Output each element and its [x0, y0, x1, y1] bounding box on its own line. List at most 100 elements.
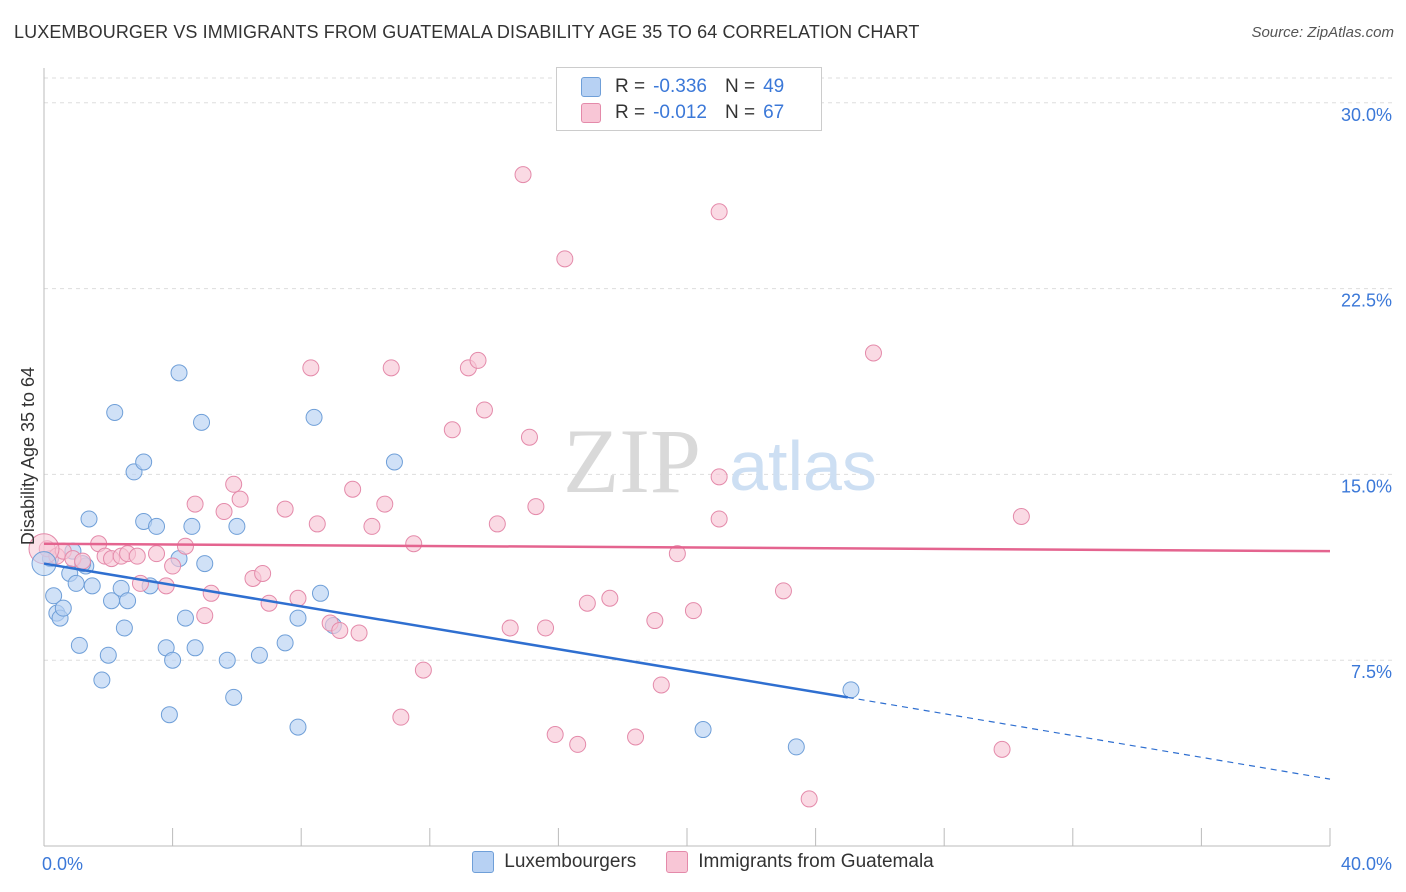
guatemala-point: [710, 510, 728, 528]
legend-swatch-pink: [666, 851, 689, 873]
guatemala-point: [176, 537, 194, 555]
luxembourger-point: [83, 577, 101, 595]
guatemala-point: [128, 547, 146, 565]
luxembourger-point: [842, 681, 860, 699]
stats-row-guatemala: R = -0.012 N = 67: [581, 100, 784, 126]
luxembourger-point: [186, 639, 204, 657]
guatemala-point: [546, 726, 564, 744]
n-label: N =: [724, 76, 756, 97]
luxembourger-point: [160, 706, 178, 724]
guatemala-point: [164, 557, 182, 575]
guatemala-point: [646, 612, 664, 630]
luxembourger-point: [70, 636, 88, 654]
luxembourger-point: [119, 592, 137, 610]
luxembourger-point: [99, 646, 117, 664]
n-value: 49: [763, 76, 785, 97]
guatemala-point: [774, 582, 792, 600]
guatemala-point: [231, 490, 249, 508]
guatemala-point: [405, 535, 423, 553]
guatemala-point: [414, 661, 432, 679]
legend-swatch-pink: [581, 103, 601, 123]
legend-item-guatemala: Immigrants from Guatemala: [666, 851, 934, 873]
luxembourger-point: [148, 517, 166, 535]
luxembourger-trend-extension: [847, 696, 1331, 780]
r-value: -0.336: [653, 76, 707, 97]
guatemala-point: [350, 624, 368, 642]
guatemala-point: [668, 545, 686, 563]
guatemala-point: [601, 589, 619, 607]
axes: 7.5% 15.0% 22.5% 30.0% 0.0% 40.0%: [42, 68, 1392, 874]
guatemala-point: [537, 619, 555, 637]
guatemala-point: [578, 594, 596, 612]
luxembourger-point: [193, 413, 211, 431]
stats-legend: R = -0.336 N = 49 R = -0.012 N = 67: [556, 67, 822, 131]
luxembourger-point: [250, 646, 268, 664]
n-label: N =: [724, 102, 756, 123]
guatemala-point: [382, 359, 400, 377]
guatemala-point: [514, 166, 532, 184]
guatemala-point: [488, 515, 506, 533]
series-legend: Luxembourgers Immigrants from Guatemala: [0, 851, 1406, 873]
luxembourger-point: [80, 510, 98, 528]
r-label: R =: [615, 76, 646, 97]
guatemala-point: [627, 728, 645, 746]
y-tick-label: 15.0%: [1341, 476, 1392, 496]
chart-title: LUXEMBOURGER VS IMMIGRANTS FROM GUATEMAL…: [14, 22, 920, 42]
guatemala-point: [993, 740, 1011, 758]
guatemala-point: [308, 515, 326, 533]
grid: [44, 77, 1392, 661]
guatemala-point: [864, 344, 882, 362]
guatemala-point: [215, 503, 233, 521]
luxembourger-point: [305, 408, 323, 426]
legend-swatch-blue: [472, 851, 495, 873]
guatemala-point: [344, 480, 362, 498]
guatemala-point: [527, 498, 545, 516]
luxembourger-point: [694, 721, 712, 739]
guatemala-point: [254, 564, 272, 582]
luxembourger-point: [115, 619, 133, 637]
y-tick-label: 7.5%: [1351, 662, 1392, 682]
guatemala-point: [443, 421, 461, 439]
luxembourger-point: [164, 651, 182, 669]
legend-label: Luxembourgers: [504, 851, 637, 872]
guatemala-point: [196, 607, 214, 625]
guatemala-point: [556, 250, 574, 268]
luxembourger-point: [93, 671, 111, 689]
y-axis-label: Disability Age 35 to 64: [18, 367, 38, 545]
luxembourger-point: [787, 738, 805, 756]
x-tick-label-min: 0.0%: [42, 854, 83, 874]
luxembourger-point: [135, 453, 153, 471]
data-points: [28, 166, 1030, 808]
guatemala-point: [569, 735, 587, 753]
luxembourger-trend-line: [43, 562, 848, 699]
guatemala-point: [376, 495, 394, 513]
luxembourger-point: [45, 587, 63, 605]
luxembourger-point: [225, 688, 243, 706]
guatemala-point: [684, 602, 702, 620]
guatemala-point: [392, 708, 410, 726]
n-value: 67: [763, 102, 785, 123]
guatemala-point: [475, 401, 493, 419]
luxembourger-point: [311, 584, 329, 602]
luxembourger-point: [289, 718, 307, 736]
guatemala-point: [1012, 508, 1030, 526]
luxembourger-point: [106, 403, 124, 421]
guatemala-point: [520, 428, 538, 446]
watermark-zip: ZIP: [563, 410, 701, 512]
guatemala-point: [74, 552, 92, 570]
guatemala-trend-line: [43, 542, 1331, 553]
source-label: Source: ZipAtlas.com: [1251, 24, 1394, 41]
guatemala-point: [710, 203, 728, 221]
luxembourger-point: [228, 517, 246, 535]
guatemala-point: [331, 621, 349, 639]
watermark-atlas: atlas: [729, 427, 877, 505]
luxembourger-point: [176, 609, 194, 627]
guatemala-point: [469, 351, 487, 369]
guatemala-point: [652, 676, 670, 694]
watermark: ZIP atlas: [563, 410, 877, 512]
guatemala-point: [302, 359, 320, 377]
guatemala-point: [501, 619, 519, 637]
legend-item-luxembourgers: Luxembourgers: [472, 851, 636, 873]
luxembourger-point: [54, 599, 72, 617]
